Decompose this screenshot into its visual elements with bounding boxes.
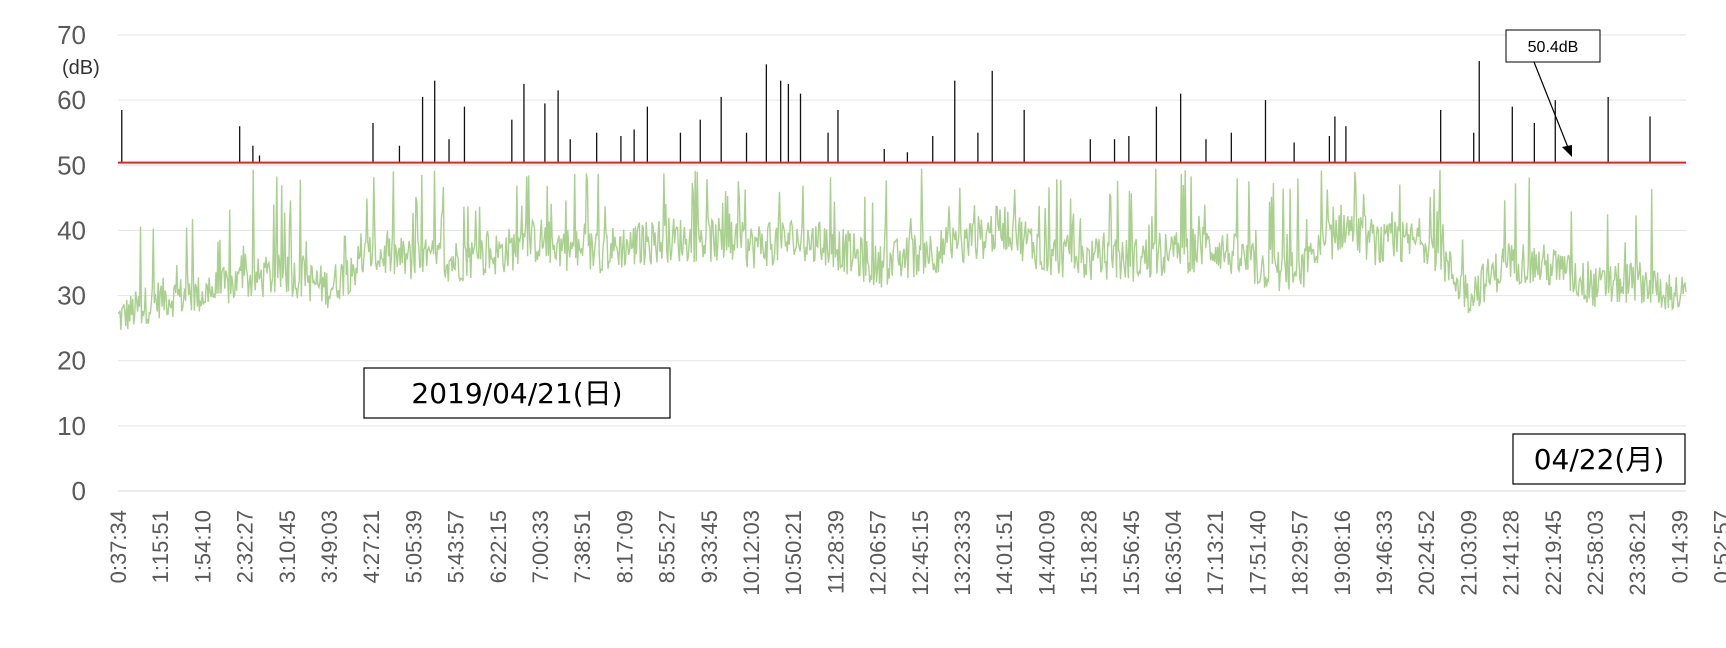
- date-label-2: 04/22(月): [1534, 443, 1665, 476]
- y-tick-label: 60: [57, 85, 86, 115]
- date-box-1: 2019/04/21(日): [363, 367, 671, 419]
- x-tick-label: 16:35:04: [1161, 510, 1186, 596]
- x-tick-label: 21:03:09: [1456, 510, 1481, 596]
- x-tick-label: 15:56:45: [1119, 510, 1144, 596]
- threshold-callout: 50.4dB: [1505, 29, 1601, 157]
- y-tick-label: 40: [57, 215, 86, 245]
- x-tick-label: 3:10:45: [275, 510, 300, 583]
- x-tick-label: 22:58:03: [1583, 510, 1608, 596]
- series-line: [117, 168, 1687, 330]
- y-tick-label: 10: [57, 411, 86, 441]
- x-tick-label: 17:13:21: [1203, 510, 1228, 596]
- x-tick-label: 9:33:45: [697, 510, 722, 583]
- x-tick-label: 23:36:21: [1625, 510, 1650, 596]
- x-tick-label: 22:19:45: [1541, 510, 1566, 596]
- x-tick-label: 10:50:21: [781, 510, 806, 596]
- y-tick-label: 30: [57, 281, 86, 311]
- x-tick-label: 0:52:57: [1710, 510, 1726, 583]
- x-tick-label: 15:18:28: [1077, 510, 1102, 596]
- callout-arrow-line: [1533, 61, 1570, 151]
- x-tick-label: 12:45:15: [908, 510, 933, 596]
- x-tick-label: 8:17:09: [612, 510, 637, 583]
- x-tick-label: 14:40:09: [1034, 510, 1059, 596]
- x-tick-label: 8:55:27: [655, 510, 680, 583]
- x-tick-label: 11:28:39: [823, 510, 848, 594]
- x-tick-label: 3:49:03: [317, 510, 342, 583]
- threshold-callout-label: 50.4dB: [1528, 39, 1579, 56]
- x-tick-label: 19:08:16: [1330, 510, 1355, 596]
- x-tick-label: 7:38:51: [570, 510, 595, 583]
- y-axis-ticks: 0 10 20 30 40 50 60 70: [57, 20, 86, 506]
- x-tick-label: 20:24:52: [1414, 510, 1439, 596]
- x-tick-label: 1:15:51: [148, 510, 173, 583]
- y-tick-label: 20: [57, 346, 86, 376]
- x-tick-label: 12:06:57: [866, 510, 891, 596]
- x-tick-label: 13:23:33: [950, 510, 975, 596]
- x-tick-label: 4:27:21: [359, 510, 384, 583]
- x-tick-label: 1:54:10: [190, 510, 215, 583]
- x-axis-ticks: 0:37:34 1:15:51 1:54:10 2:32:27 3:10:45 3:49:…: [106, 510, 1726, 596]
- y-tick-label: 50: [57, 150, 86, 180]
- date-box-2: 04/22(月): [1512, 433, 1686, 485]
- x-tick-label: 14:01:51: [992, 510, 1017, 596]
- x-tick-label: 21:41:28: [1499, 510, 1524, 596]
- x-tick-label: 19:46:33: [1372, 510, 1397, 596]
- x-tick-label: 2:32:27: [233, 510, 258, 583]
- peak-exceedances: [121, 61, 1651, 163]
- y-tick-label: 0: [72, 476, 86, 506]
- x-tick-label: 0:37:34: [106, 510, 131, 583]
- gridlines: [118, 34, 1686, 492]
- x-tick-label: 17:51:40: [1245, 510, 1270, 596]
- threshold-callout-box: [1505, 29, 1601, 63]
- callout-arrow-head: [1562, 145, 1572, 157]
- x-tick-label: 0:14:39: [1667, 510, 1692, 583]
- y-unit-label: (dB): [62, 57, 100, 79]
- date-label-1: 2019/04/21(日): [411, 377, 622, 410]
- x-tick-label: 7:00:33: [528, 510, 553, 583]
- date-box-1-frame: [363, 367, 671, 419]
- y-tick-label: 70: [57, 20, 86, 50]
- x-tick-label: 5:43:57: [444, 510, 469, 583]
- date-box-2-frame: [1512, 433, 1686, 485]
- series-green: [117, 168, 1687, 330]
- x-tick-label: 18:29:57: [1288, 510, 1313, 596]
- x-tick-label: 5:05:39: [401, 510, 426, 583]
- x-tick-label: 6:22:15: [486, 510, 511, 583]
- x-tick-label: 10:12:03: [739, 510, 764, 596]
